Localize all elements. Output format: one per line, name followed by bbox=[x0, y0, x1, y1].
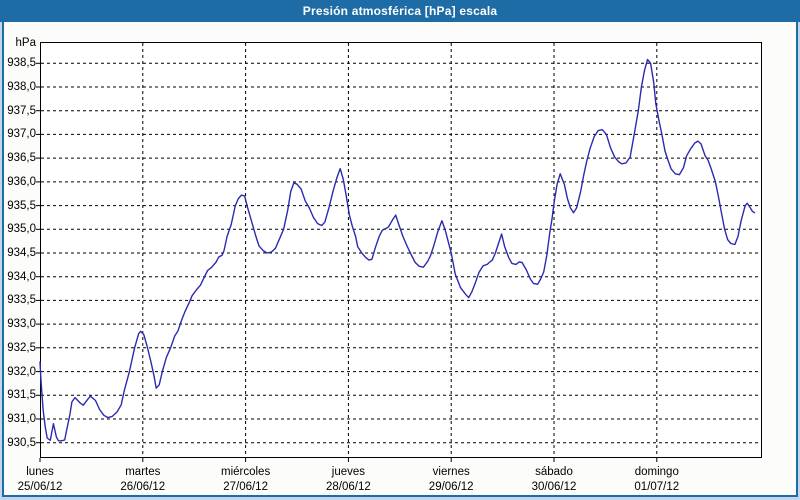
x-axis-day-label: domingo 01/07/12 bbox=[609, 465, 705, 495]
day-name: martes bbox=[125, 466, 161, 478]
day-name: miércoles bbox=[220, 466, 271, 478]
day-date: 28/06/12 bbox=[326, 481, 371, 493]
day-name: domingo bbox=[634, 466, 679, 478]
y-axis-label: 932,5 bbox=[7, 341, 36, 354]
day-date: 29/06/12 bbox=[428, 481, 474, 493]
day-date: 25/06/12 bbox=[17, 481, 63, 493]
y-axis-label: 933,5 bbox=[7, 294, 36, 307]
y-axis-label: 937,5 bbox=[7, 104, 36, 117]
day-date: 30/06/12 bbox=[531, 481, 577, 493]
y-axis-label: 936,0 bbox=[7, 175, 36, 188]
y-axis-label: 935,5 bbox=[7, 199, 36, 212]
y-axis-label: 934,5 bbox=[7, 247, 36, 259]
y-axis-label: 938,0 bbox=[7, 81, 36, 93]
day-date: 26/06/12 bbox=[120, 481, 166, 493]
day-name: jueves bbox=[331, 466, 366, 478]
x-axis-day-label: jueves 28/06/12 bbox=[300, 465, 396, 495]
y-axis-label: 935,0 bbox=[7, 223, 36, 236]
y-axis-label: 930,5 bbox=[7, 436, 36, 449]
y-axis-label: 933,0 bbox=[7, 318, 36, 331]
y-axis-label: 931,5 bbox=[7, 389, 36, 402]
y-axis-label: 937,0 bbox=[7, 128, 36, 141]
x-axis-day-label: martes 26/06/12 bbox=[95, 465, 191, 495]
y-axis-label: 934,0 bbox=[7, 270, 36, 283]
x-axis-day-label: sábado 30/06/12 bbox=[506, 465, 602, 495]
y-axis-label: 932,0 bbox=[7, 365, 36, 378]
plot-border bbox=[40, 42, 762, 458]
day-date: 01/07/12 bbox=[634, 481, 680, 493]
x-axis-day-label: lunes 25/06/12 bbox=[0, 465, 88, 495]
y-axis-label: 936,5 bbox=[7, 152, 36, 165]
day-name: viernes bbox=[432, 466, 470, 478]
y-axis-label: 931,0 bbox=[7, 412, 36, 425]
x-axis-day-label: miércoles 27/06/12 bbox=[198, 465, 294, 495]
plot-area bbox=[36, 42, 762, 462]
day-name: sábado bbox=[535, 466, 573, 478]
day-name: lunes bbox=[26, 466, 54, 478]
window-titlebar: Presión atmosférica [hPa] escala bbox=[0, 0, 800, 22]
y-axis-label: 938,5 bbox=[7, 57, 36, 70]
day-date: 27/06/12 bbox=[223, 481, 268, 493]
y-axis-unit-label: hPa bbox=[15, 37, 36, 49]
page-title: Presión atmosférica [hPa] escala bbox=[302, 4, 498, 18]
x-axis-day-label: viernes 29/06/12 bbox=[403, 465, 499, 495]
pressure-line bbox=[39, 58, 756, 442]
